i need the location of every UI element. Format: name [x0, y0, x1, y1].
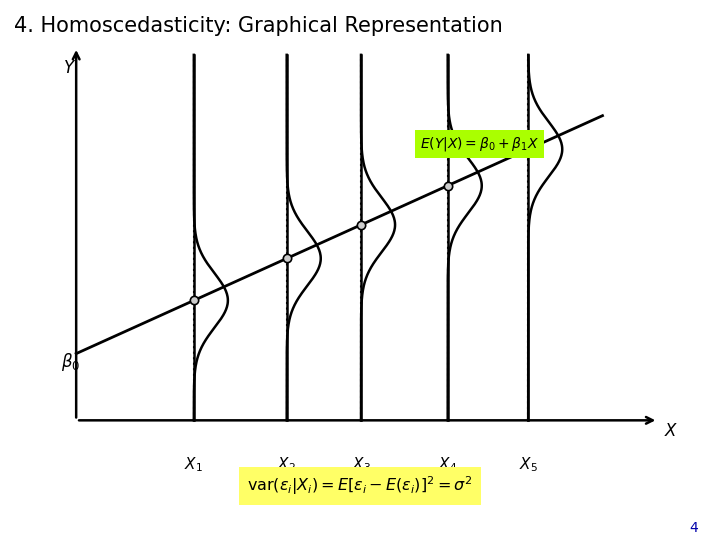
Text: Y: Y	[64, 59, 74, 77]
Text: $X_5$: $X_5$	[519, 455, 538, 474]
Text: $X_2$: $X_2$	[277, 455, 296, 474]
Text: $X_4$: $X_4$	[438, 455, 457, 474]
Text: $X_1$: $X_1$	[184, 455, 203, 474]
Text: 4: 4	[690, 521, 698, 535]
Text: 4. Homoscedasticity: Graphical Representation: 4. Homoscedasticity: Graphical Represent…	[14, 16, 503, 36]
Text: X: X	[665, 422, 676, 440]
Text: $\beta_0$: $\beta_0$	[60, 351, 80, 373]
Text: $\mathrm{var}(\varepsilon_i | X_i) = E\left[\varepsilon_i - E(\varepsilon_i)\rig: $\mathrm{var}(\varepsilon_i | X_i) = E\l…	[247, 475, 473, 497]
Text: $E(Y|X) = \beta_0 + \beta_1 X$: $E(Y|X) = \beta_0 + \beta_1 X$	[420, 136, 539, 153]
Text: $X_3$: $X_3$	[351, 455, 371, 474]
